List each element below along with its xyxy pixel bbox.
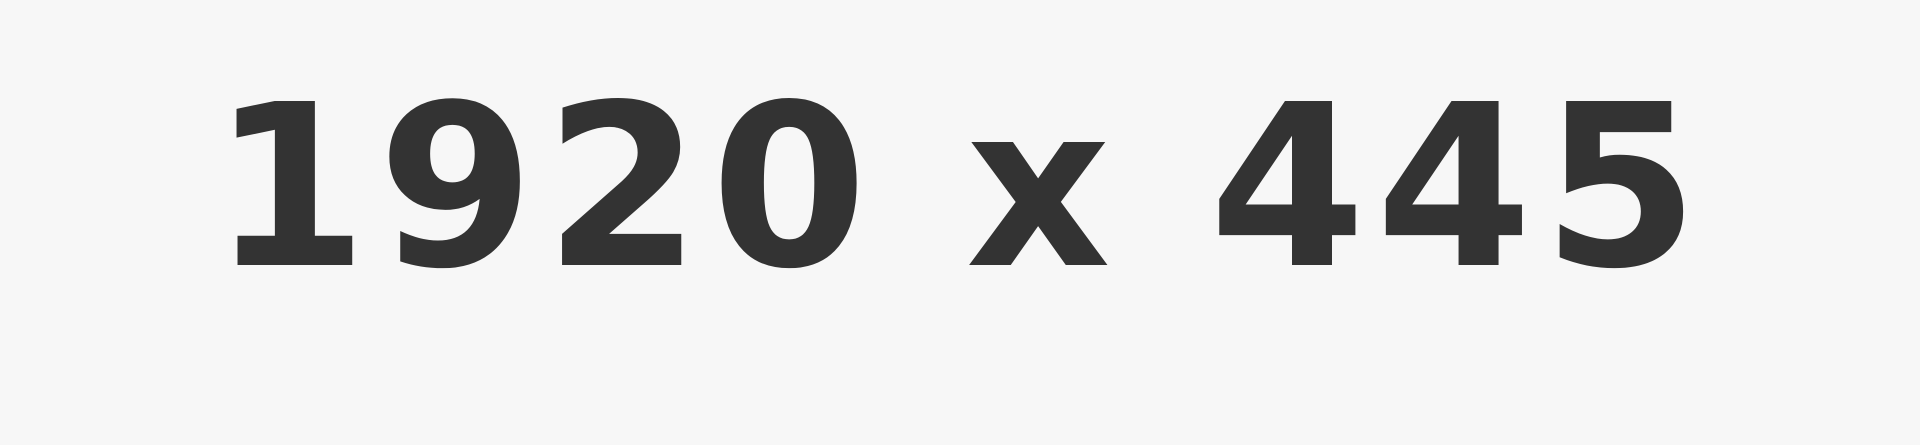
dimension-label: 1920 x 445 <box>211 57 1709 319</box>
